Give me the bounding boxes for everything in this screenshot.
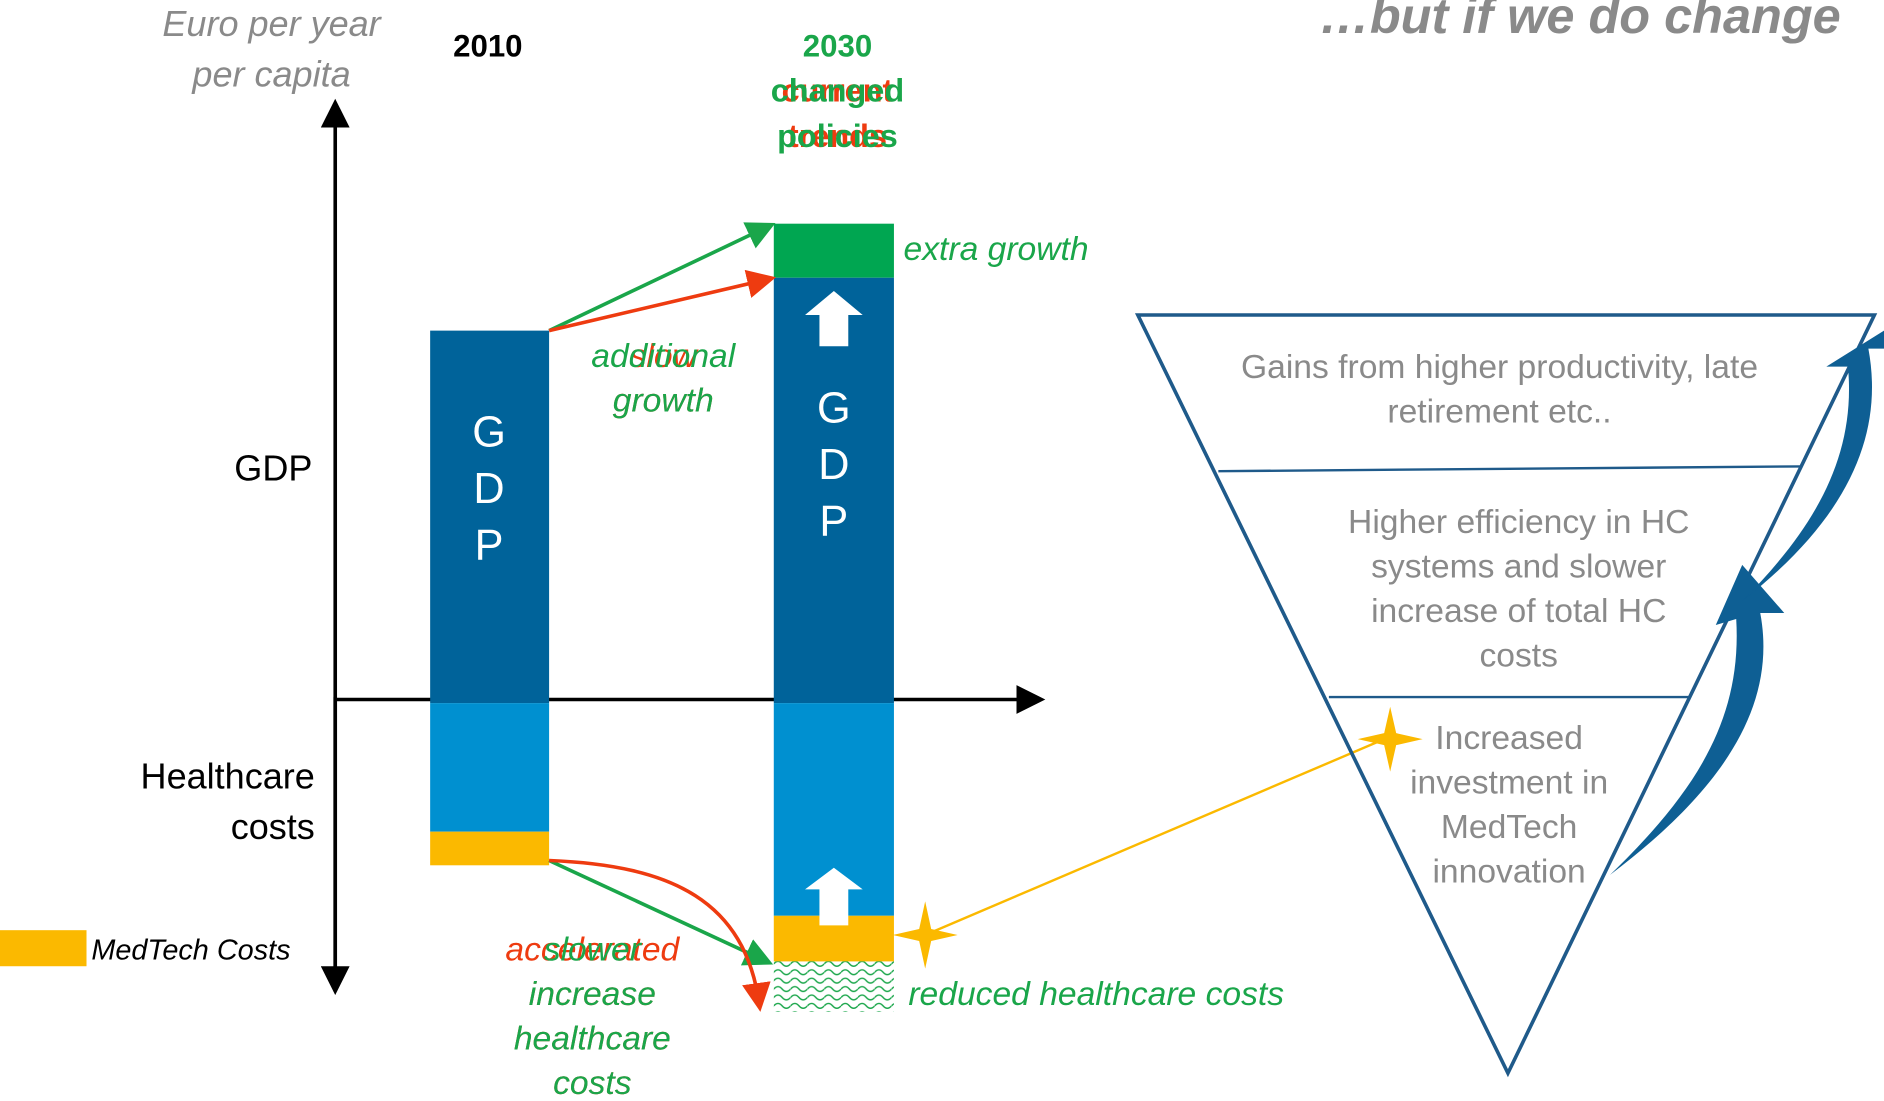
annotation: accelerated [505,932,680,969]
scenario: trends [788,118,887,154]
triangle-text: innovation [1432,854,1585,891]
curved-arrow [1610,564,1785,875]
axis-title: per capita [191,54,350,95]
triangle-text: investment in [1410,765,1608,802]
triangle-text: systems and slower [1371,548,1666,585]
star [1357,706,1423,772]
bar-label: D [818,441,849,489]
year: 2030 [803,29,872,64]
triangle-text: increase of total HC [1371,593,1666,630]
axis-label: GDP [234,448,312,489]
annotation: slow [630,338,700,375]
annotation: healthcare [514,1021,671,1058]
bar-label: G [817,385,851,433]
scenario: policies [777,118,898,154]
hc-bar [430,703,550,832]
star [892,901,958,969]
legend-swatch [0,930,87,967]
red-arrow [549,858,771,1012]
title: …but if we do change [1319,0,1840,44]
red-arrow [548,269,776,333]
link-line [924,738,1385,937]
extra-growth-bar [773,223,894,278]
year: 2010 [453,29,522,64]
bar-label: P [819,497,848,545]
axis-label: costs [231,806,315,847]
triangle-text: costs [1479,637,1557,674]
triangle [1134,313,1878,1078]
triangle-text: retirement etc.. [1387,393,1611,430]
green-arrow [548,222,776,333]
bar-label: P [475,522,504,570]
annotation: slower [544,932,643,969]
scenario: changed [771,72,904,108]
annotation: costs [553,1065,632,1101]
annotation: growth [613,383,714,420]
annotation: growth [613,383,714,420]
axis-label: Healthcare [141,755,315,796]
bar-label: G [472,409,506,457]
scenario: current [782,72,894,108]
divider [1218,465,1800,473]
annotation: increase [529,976,656,1013]
legend-label: MedTech Costs [91,934,290,966]
triangle-text: Increased [1435,720,1583,757]
triangle-text: MedTech [1441,809,1577,846]
annotation: costs [553,1065,632,1101]
triangle-text: Gains from higher productivity, late [1241,349,1758,386]
annotation: reduced healthcare costs [908,976,1284,1013]
gdp-bar [430,330,550,704]
green-arrow [548,858,774,966]
annotation: increase [529,976,656,1013]
up-arrow [805,290,863,347]
annotation: healthcare [514,1021,671,1058]
triangle-text: Higher efficiency in HC [1348,504,1689,541]
curved-arrow [1742,330,1884,601]
axis-title: Euro per year [162,3,382,44]
reduced-costs-area [773,961,894,1012]
bar-label: D [473,465,504,513]
annotation: additional [591,338,736,375]
annotation: extra growth [904,231,1089,268]
medtech-bar [430,831,550,866]
up-arrow [805,867,863,926]
gdp-bar [773,277,894,704]
